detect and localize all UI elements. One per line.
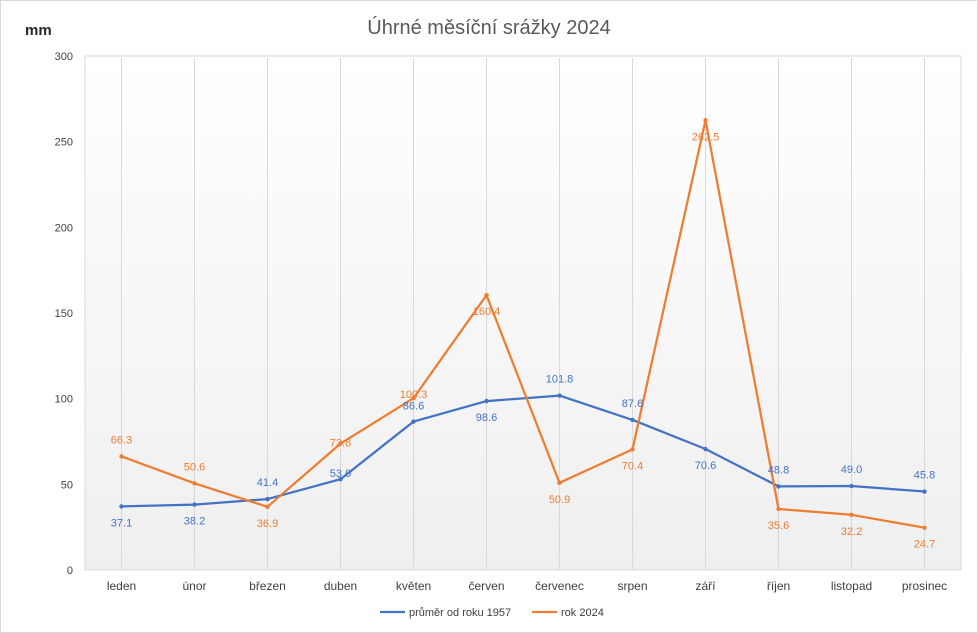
x-category-label: květen [396, 579, 431, 593]
data-point [776, 484, 781, 489]
x-category-label: červenec [535, 579, 584, 593]
data-point [703, 118, 708, 123]
data-point [265, 496, 270, 502]
data-point [703, 446, 708, 452]
data-labels: 37.1 66.3 38.2 50.6 41.4 36.9 53.0 73.8 86.6100.… [111, 131, 935, 550]
x-category-label: leden [107, 579, 136, 593]
x-category-label: duben [324, 579, 357, 593]
data-point [338, 476, 343, 482]
data-point [557, 480, 562, 485]
y-axis-label: mm [25, 22, 52, 39]
data-label: 86.6 [403, 401, 424, 413]
data-point [849, 512, 854, 518]
data-point [776, 506, 781, 512]
y-tick-label: 150 [55, 308, 73, 320]
data-label: 49.0 [841, 464, 862, 476]
data-label: 87.6 [622, 398, 643, 410]
x-category-label: červen [468, 579, 504, 593]
data-label: 41.4 [257, 477, 278, 489]
x-axis-categories: leden únor březen duben květen červen červenec… [107, 579, 947, 593]
y-tick-label: 100 [55, 394, 73, 406]
y-tick-label: 50 [61, 479, 73, 491]
data-label: 50.9 [549, 494, 570, 506]
data-label: 48.8 [768, 464, 789, 476]
data-point [411, 395, 416, 401]
data-point [119, 504, 124, 509]
x-category-label: prosinec [902, 579, 947, 593]
x-category-label: únor [182, 579, 206, 593]
legend-label-0: průměr od roku 1957 [409, 607, 511, 619]
data-point [265, 504, 270, 509]
x-category-label: srpen [617, 579, 647, 593]
x-category-label: říjen [767, 579, 790, 593]
data-point [484, 398, 489, 404]
data-point [411, 419, 416, 424]
data-label: 53.0 [330, 468, 351, 480]
series [119, 118, 927, 530]
data-label: 24.7 [914, 539, 935, 551]
y-tick-label: 200 [55, 222, 73, 234]
data-label: 101.8 [546, 374, 574, 386]
data-point [338, 441, 343, 446]
y-axis-ticks: 0 50 100 150 200 250 300 [55, 51, 73, 577]
data-label: 36.9 [257, 518, 278, 530]
data-point [630, 417, 635, 423]
y-tick-label: 250 [55, 137, 73, 149]
y-tick-label: 300 [55, 51, 73, 63]
x-category-label: březen [249, 579, 286, 593]
data-point [849, 483, 854, 489]
y-tick-label: 0 [67, 565, 73, 577]
data-point [484, 292, 489, 298]
data-point [630, 447, 635, 452]
x-category-label: listopad [831, 579, 872, 593]
data-label: 100.3 [400, 389, 428, 401]
data-point [192, 481, 197, 486]
legend: průměr od roku 1957 rok 2024 [380, 607, 604, 619]
data-label: 262.5 [692, 131, 720, 143]
legend-label-1: rok 2024 [561, 607, 604, 619]
data-point [557, 393, 562, 398]
data-label: 98.6 [476, 412, 497, 424]
data-label: 66.3 [111, 434, 132, 446]
data-label: 38.2 [184, 516, 205, 528]
data-label: 37.1 [111, 517, 132, 529]
data-point [119, 454, 124, 459]
plot-area [84, 55, 962, 571]
x-category-label: září [695, 579, 716, 593]
data-point [922, 489, 927, 494]
series-line-1 [120, 119, 926, 529]
chart-title: Úhrné měsíční srážky 2024 [367, 16, 610, 39]
data-point [922, 525, 927, 530]
series-line-0 [120, 394, 926, 508]
data-label: 50.6 [184, 461, 205, 473]
data-label: 70.4 [622, 460, 643, 472]
data-label: 70.6 [695, 460, 716, 472]
data-point [192, 502, 197, 507]
data-label: 32.2 [841, 526, 862, 538]
data-label: 73.8 [330, 438, 351, 450]
data-label: 45.8 [914, 470, 935, 482]
data-label: 160.4 [473, 306, 501, 318]
data-label: 35.6 [768, 520, 789, 532]
